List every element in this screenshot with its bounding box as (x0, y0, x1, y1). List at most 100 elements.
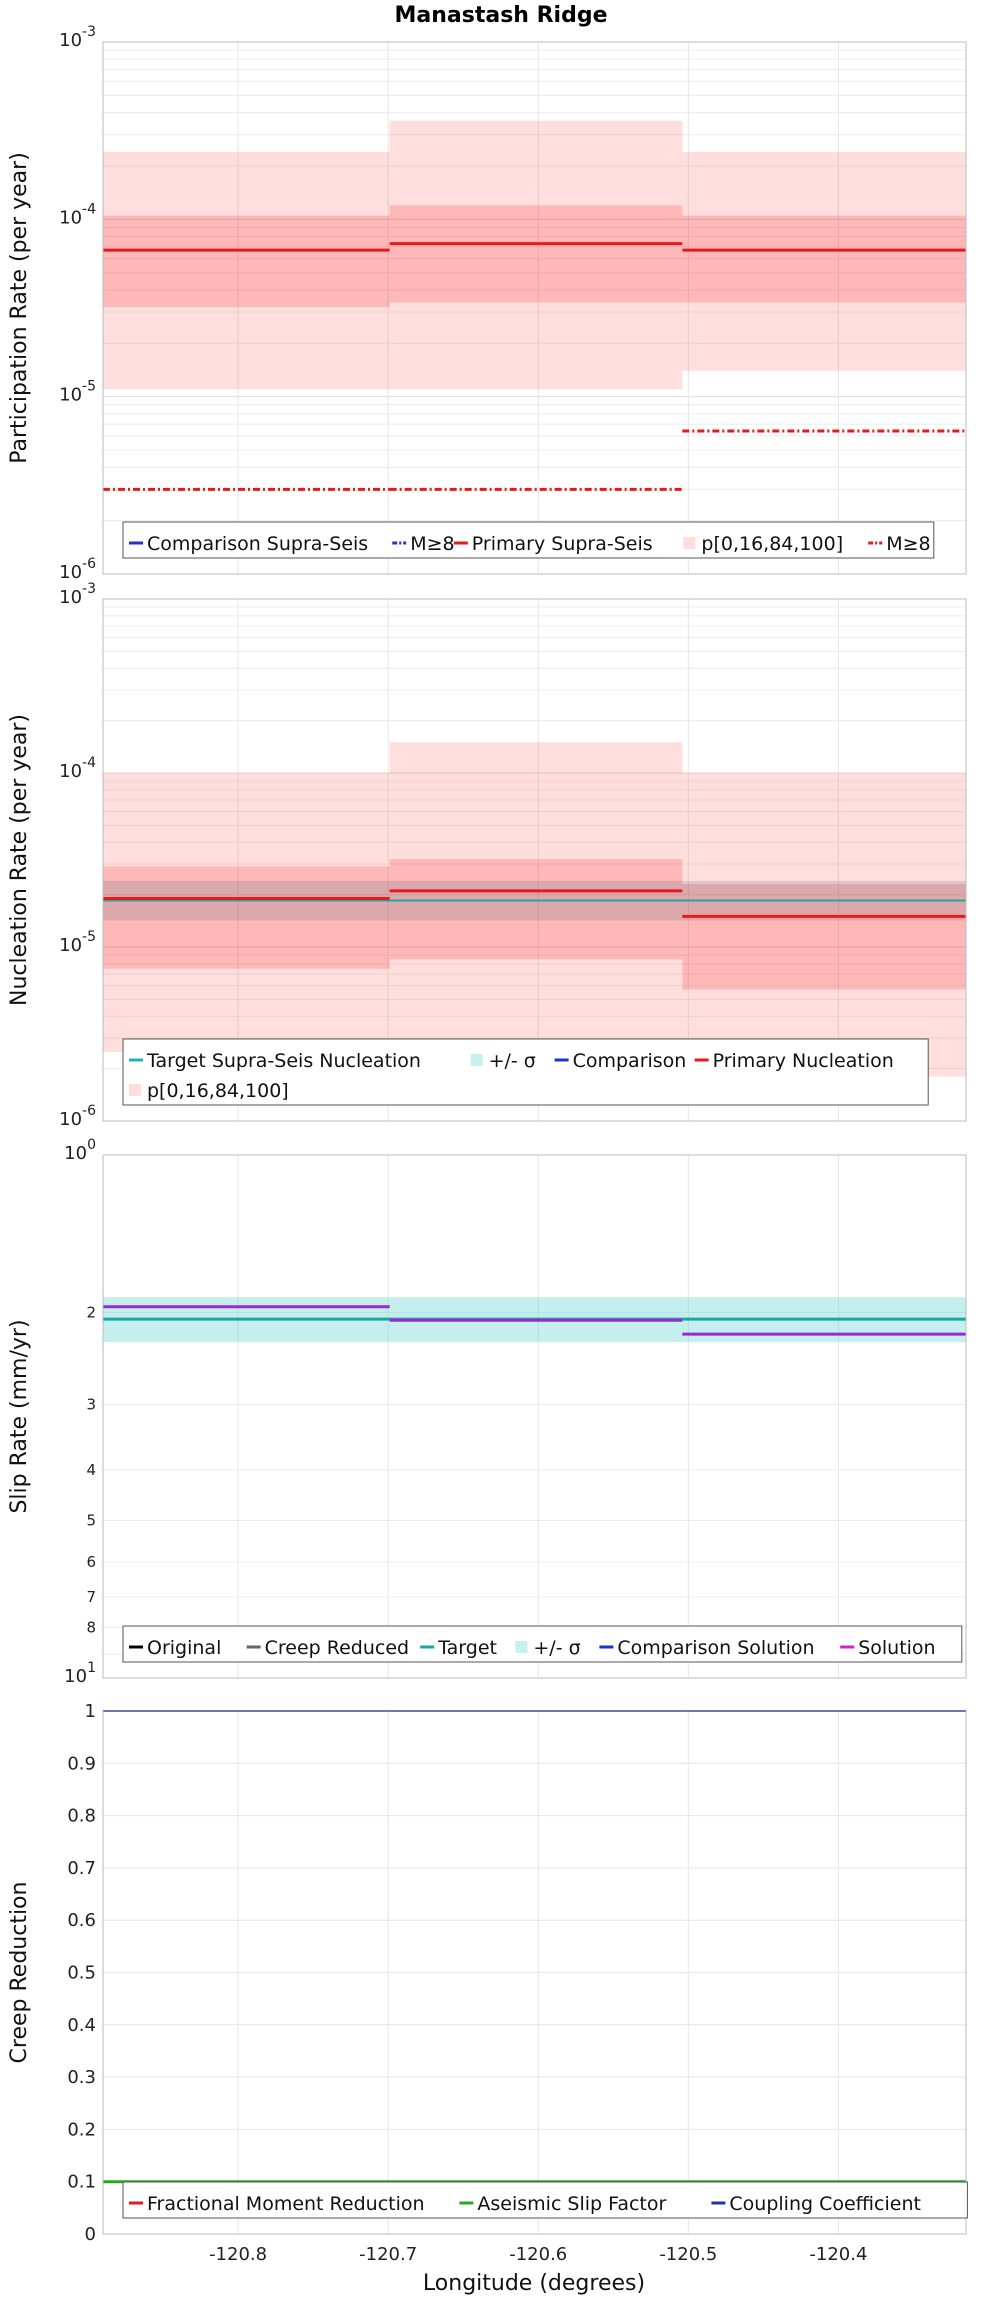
x-tick-labels: -120.8 -120.7 -120.6 -120.5 -120.4 (209, 2244, 867, 2265)
y-minor-tick-label: 2 (86, 1303, 96, 1321)
y-tick-label: 10-3 (59, 581, 96, 608)
legend-swatch (129, 1084, 141, 1096)
legend-box (122, 521, 935, 559)
legend-label: +/- σ (533, 1637, 580, 1659)
y-tick-exponent: -3 (82, 581, 96, 597)
legend: Comparison Supra-Seis M≥8 Primary Supra-Se… (122, 521, 935, 559)
band-segment (103, 866, 390, 969)
y-minor-tick-label: 6 (86, 1553, 96, 1571)
legend-item: Fractional Moment Reduction (129, 2193, 425, 2215)
band-segment (103, 773, 390, 1052)
y-minor-tick-label: 3 (86, 1396, 96, 1414)
y-tick-base: 10 (59, 761, 82, 782)
y-tick-exponent: -6 (82, 1103, 96, 1119)
legend-item: Target Supra-Seis Nucleation (129, 1050, 421, 1072)
legend-label: Target Supra-Seis Nucleation (146, 1050, 421, 1072)
y-axis-title: Slip Rate (mm/yr) (7, 1319, 32, 1513)
band-segment (682, 884, 966, 990)
series-lines (103, 242, 966, 491)
legend-item: p[0,16,84,100] (129, 1080, 289, 1102)
legend-item: Comparison Solution (599, 1637, 815, 1659)
y-tick-exponent: -5 (82, 929, 96, 945)
y-tick-labels: 10-310-410-510-6 (59, 24, 96, 583)
legend-label: Fractional Moment Reduction (147, 2193, 425, 2215)
y-tick-label: 10-5 (59, 929, 96, 956)
plot-frame (102, 41, 967, 575)
y-tick-label: 0.8 (67, 1806, 96, 1827)
y-tick-label: 10-4 (59, 201, 96, 228)
y-minor-tick-label: 4 (86, 1461, 96, 1479)
y-tick-label: 10-3 (59, 24, 96, 51)
legend-label: Aseismic Slip Factor (477, 2193, 666, 2215)
legend: Target Supra-Seis Nucleation +/- σ Compari… (122, 1038, 929, 1106)
y-tick-label: 101 (64, 1660, 96, 1687)
legend-box (122, 1038, 929, 1106)
legend-swatch (515, 1641, 528, 1653)
chart-title: Manastash Ridge (394, 3, 607, 28)
y-tick-label: 0.1 (67, 2172, 96, 2193)
legend-label: Coupling Coefficient (729, 2193, 921, 2215)
legend-label: Comparison Solution (617, 1637, 814, 1659)
legend-item: Primary Supra-Seis (453, 533, 653, 555)
band-segment (103, 151, 390, 390)
y-tick-label: 0.4 (67, 2015, 96, 2036)
y-tick-base: 10 (59, 935, 82, 956)
x-tick-label: -120.6 (509, 2244, 567, 2265)
y-tick-label: 0.6 (67, 1910, 96, 1931)
legend-item: Aseismic Slip Factor (459, 2193, 667, 2215)
y-tick-base: 10 (59, 587, 82, 608)
y-tick-label: 10-6 (59, 556, 96, 583)
grid-lines (103, 599, 966, 1122)
legend-label: Comparison Supra-Seis (147, 533, 368, 555)
legend: Original Creep Reduced Target +/- σ Comparis… (122, 1625, 963, 1663)
legend-item: M≥8 (868, 533, 931, 555)
y-tick-labels: 10-310-410-510-6 (59, 581, 96, 1130)
plot-frame (102, 1710, 967, 2235)
legend-swatch (683, 537, 696, 549)
y-tick-base: 10 (59, 30, 82, 51)
y-tick-exponent: -4 (82, 201, 96, 217)
y-tick-label: 10-6 (59, 1103, 96, 1130)
y-tick-label: 0.9 (67, 1753, 96, 1774)
legend-label: p[0,16,84,100] (701, 533, 843, 555)
legend-item: Coupling Coefficient (711, 2193, 921, 2215)
legend-label: Primary Supra-Seis (472, 533, 653, 555)
legend: Fractional Moment Reduction Aseismic Slip… (122, 2181, 968, 2219)
legend-item: +/- σ (515, 1637, 581, 1659)
y-tick-exponent: -6 (82, 556, 96, 572)
band-segment (389, 859, 683, 960)
y-minor-tick-label: 7 (86, 1588, 96, 1606)
legend-item: +/- σ (470, 1050, 536, 1072)
legend-label: Primary Nucleation (713, 1050, 894, 1072)
legend-swatch (470, 1054, 483, 1066)
legend-box (122, 1625, 963, 1663)
y-tick-label: 0.5 (67, 1963, 96, 1984)
x-tick-label: -120.7 (359, 2244, 417, 2265)
y-tick-base: 10 (59, 1109, 82, 1130)
legend-label: Target (437, 1637, 497, 1659)
legend-box (122, 2181, 968, 2219)
y-tick-exponent: 0 (87, 1137, 96, 1153)
band-segment (682, 773, 966, 1077)
y-tick-label: 0.7 (67, 1858, 96, 1879)
legend-label: Creep Reduced (265, 1637, 409, 1659)
y-axis-title: Creep Reduction (7, 1882, 32, 2064)
y-tick-base: 10 (59, 562, 82, 583)
plot-frame (102, 598, 967, 1122)
y-tick-labels: 1 0.9 0.8 0.7 0.6 0.5 0.4 0.3 0.2 0.1 0 (67, 1701, 96, 2245)
band-segment (389, 742, 683, 1049)
legend-label: Comparison (573, 1050, 687, 1072)
uncertainty-bands (103, 120, 966, 390)
plot-frame (102, 1154, 967, 1679)
legend-label: p[0,16,84,100] (147, 1080, 289, 1102)
y-tick-base: 10 (59, 385, 82, 406)
plot-area (103, 42, 966, 574)
y-tick-label: 100 (64, 1137, 96, 1164)
band-segment (682, 151, 966, 371)
band-segment (389, 120, 683, 390)
legend-label: M≥8 (410, 533, 454, 555)
legend-item: Creep Reduced (246, 1637, 409, 1659)
